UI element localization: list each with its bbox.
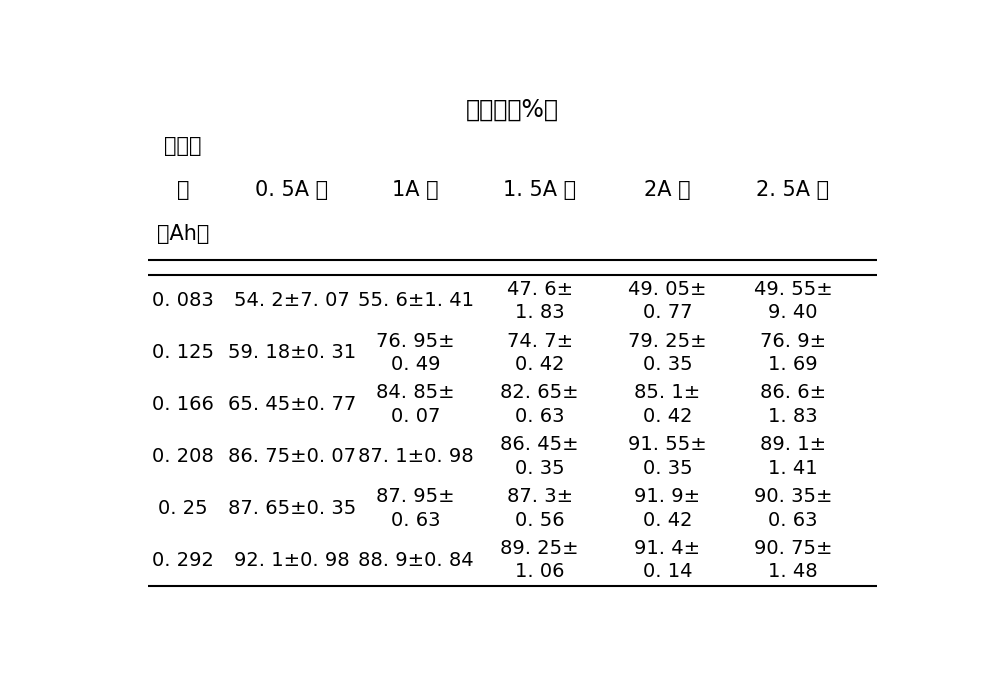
Text: 86. 45±
0. 35: 86. 45± 0. 35 [500, 435, 579, 478]
Text: 65. 45±0. 77: 65. 45±0. 77 [228, 395, 356, 414]
Text: 2A 组: 2A 组 [644, 180, 691, 200]
Text: 电量组: 电量组 [164, 135, 202, 155]
Text: 90. 75±
1. 48: 90. 75± 1. 48 [754, 539, 832, 581]
Text: 絮凝率（%）: 絮凝率（%） [466, 98, 559, 121]
Text: 85. 1±
0. 42: 85. 1± 0. 42 [634, 384, 701, 426]
Text: 76. 9±
1. 69: 76. 9± 1. 69 [760, 332, 826, 374]
Text: 76. 95±
0. 49: 76. 95± 0. 49 [376, 332, 455, 374]
Text: 55. 6±1. 41: 55. 6±1. 41 [358, 291, 474, 310]
Text: 82. 65±
0. 63: 82. 65± 0. 63 [500, 384, 579, 426]
Text: 47. 6±
1. 83: 47. 6± 1. 83 [507, 280, 573, 322]
Text: 91. 9±
0. 42: 91. 9± 0. 42 [634, 487, 701, 530]
Text: 2. 5A 组: 2. 5A 组 [756, 180, 830, 200]
Text: 0. 083: 0. 083 [152, 291, 214, 310]
Text: 59. 18±0. 31: 59. 18±0. 31 [228, 343, 356, 362]
Text: 87. 95±
0. 63: 87. 95± 0. 63 [376, 487, 455, 530]
Text: 84. 85±
0. 07: 84. 85± 0. 07 [376, 384, 455, 426]
Text: 49. 55±
9. 40: 49. 55± 9. 40 [754, 280, 832, 322]
Text: 86. 6±
1. 83: 86. 6± 1. 83 [760, 384, 826, 426]
Text: 0. 208: 0. 208 [152, 447, 214, 466]
Text: 74. 7±
0. 42: 74. 7± 0. 42 [507, 332, 573, 374]
Text: 别: 别 [177, 180, 189, 200]
Text: 0. 125: 0. 125 [152, 343, 214, 362]
Text: 49. 05±
0. 77: 49. 05± 0. 77 [628, 280, 707, 322]
Text: 88. 9±0. 84: 88. 9±0. 84 [358, 551, 473, 569]
Text: 0. 292: 0. 292 [152, 551, 214, 569]
Text: 0. 5A 组: 0. 5A 组 [255, 180, 328, 200]
Text: 91. 4±
0. 14: 91. 4± 0. 14 [634, 539, 701, 581]
Text: 87. 65±0. 35: 87. 65±0. 35 [228, 499, 356, 518]
Text: 0. 166: 0. 166 [152, 395, 214, 414]
Text: 89. 25±
1. 06: 89. 25± 1. 06 [500, 539, 579, 581]
Text: 91. 55±
0. 35: 91. 55± 0. 35 [628, 435, 707, 478]
Text: 54. 2±7. 07: 54. 2±7. 07 [234, 291, 350, 310]
Text: 92. 1±0. 98: 92. 1±0. 98 [234, 551, 349, 569]
Text: 1. 5A 组: 1. 5A 组 [503, 180, 576, 200]
Text: 0. 25: 0. 25 [158, 499, 208, 518]
Text: 79. 25±
0. 35: 79. 25± 0. 35 [628, 332, 707, 374]
Text: 90. 35±
0. 63: 90. 35± 0. 63 [754, 487, 832, 530]
Text: 86. 75±0. 07: 86. 75±0. 07 [228, 447, 356, 466]
Text: 1A 组: 1A 组 [392, 180, 439, 200]
Text: （Ah）: （Ah） [157, 223, 209, 244]
Text: 89. 1±
1. 41: 89. 1± 1. 41 [760, 435, 826, 478]
Text: 87. 3±
0. 56: 87. 3± 0. 56 [507, 487, 573, 530]
Text: 87. 1±0. 98: 87. 1±0. 98 [358, 447, 473, 466]
